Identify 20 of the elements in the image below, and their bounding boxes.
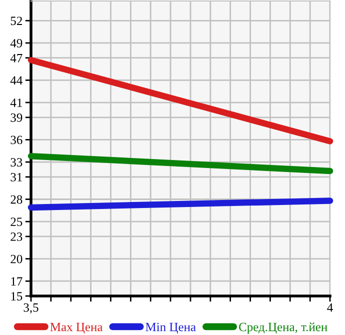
y-tick-label: 33 <box>10 158 22 167</box>
y-tick-label: 28 <box>10 195 22 204</box>
x-tick-label: 4 <box>327 303 333 312</box>
y-tick-label: 31 <box>10 172 22 182</box>
y-tick-label: 52 <box>10 16 22 26</box>
legend-label: Min Цена <box>146 322 196 334</box>
y-tick-label: 36 <box>10 136 22 144</box>
y-tick-label: 25 <box>10 218 22 226</box>
x-tick-label: 3,5 <box>24 303 38 314</box>
y-tick-label: 49 <box>10 39 22 48</box>
legend-label: Сред.Цена, т.йен <box>239 322 328 334</box>
legend-label: Max Цена <box>50 322 103 334</box>
y-tick-label: 41 <box>10 98 22 107</box>
y-tick-label: 47 <box>10 54 22 62</box>
y-tick-label: 15 <box>11 292 22 300</box>
y-tick-label: 44 <box>10 76 22 85</box>
y-tick-label: 17 <box>11 277 22 286</box>
y-tick-label: 20 <box>10 254 22 264</box>
y-tick-label: 39 <box>10 113 22 122</box>
y-tick-label: 23 <box>10 232 22 241</box>
